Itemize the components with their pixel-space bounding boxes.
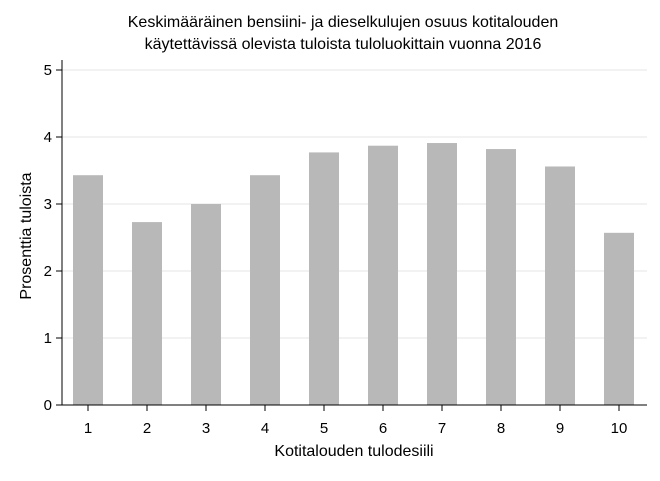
- x-tick-label: 3: [202, 420, 210, 437]
- x-tick-label: 8: [497, 420, 505, 437]
- y-tick-label: 4: [44, 129, 52, 146]
- bar: [486, 149, 516, 405]
- bar: [604, 232, 634, 405]
- x-tick-label: 2: [143, 420, 151, 437]
- x-tick-label: 1: [84, 420, 92, 437]
- x-tick-label: 9: [556, 420, 564, 437]
- y-tick-labels: 0 1 2 3 4 5: [44, 62, 52, 414]
- bar: [309, 152, 339, 405]
- x-tick-label: 6: [379, 420, 387, 437]
- axes: [56, 60, 647, 411]
- chart-title: Keskimääräinen bensiini- ja dieselkuluje…: [128, 14, 558, 31]
- bars: [73, 143, 634, 405]
- y-tick-label: 5: [44, 62, 52, 79]
- x-tick-label: 5: [320, 420, 328, 437]
- bar: [427, 143, 457, 405]
- y-tick-label: 2: [44, 263, 52, 280]
- x-tick-label: 4: [261, 420, 269, 437]
- y-tick-label: 3: [44, 196, 52, 213]
- x-tick-labels: 1 2 3 4 5 6 7 8 9 10: [84, 420, 628, 437]
- bar: [132, 222, 162, 405]
- y-tick-label: 1: [44, 330, 52, 347]
- bar: [368, 145, 398, 405]
- bar: [191, 204, 221, 405]
- chart-subtitle: käytettävissä olevista tuloista tuloluok…: [145, 36, 542, 53]
- x-tick-label: 7: [438, 420, 446, 437]
- y-tick-label: 0: [44, 397, 52, 414]
- y-axis-label: Prosenttia tuloista: [18, 172, 35, 299]
- bar: [545, 166, 575, 405]
- bar: [73, 175, 103, 405]
- x-axis-label: Kotitalouden tulodesiili: [274, 443, 433, 460]
- x-tick-label: 10: [611, 420, 628, 437]
- bar: [250, 175, 280, 405]
